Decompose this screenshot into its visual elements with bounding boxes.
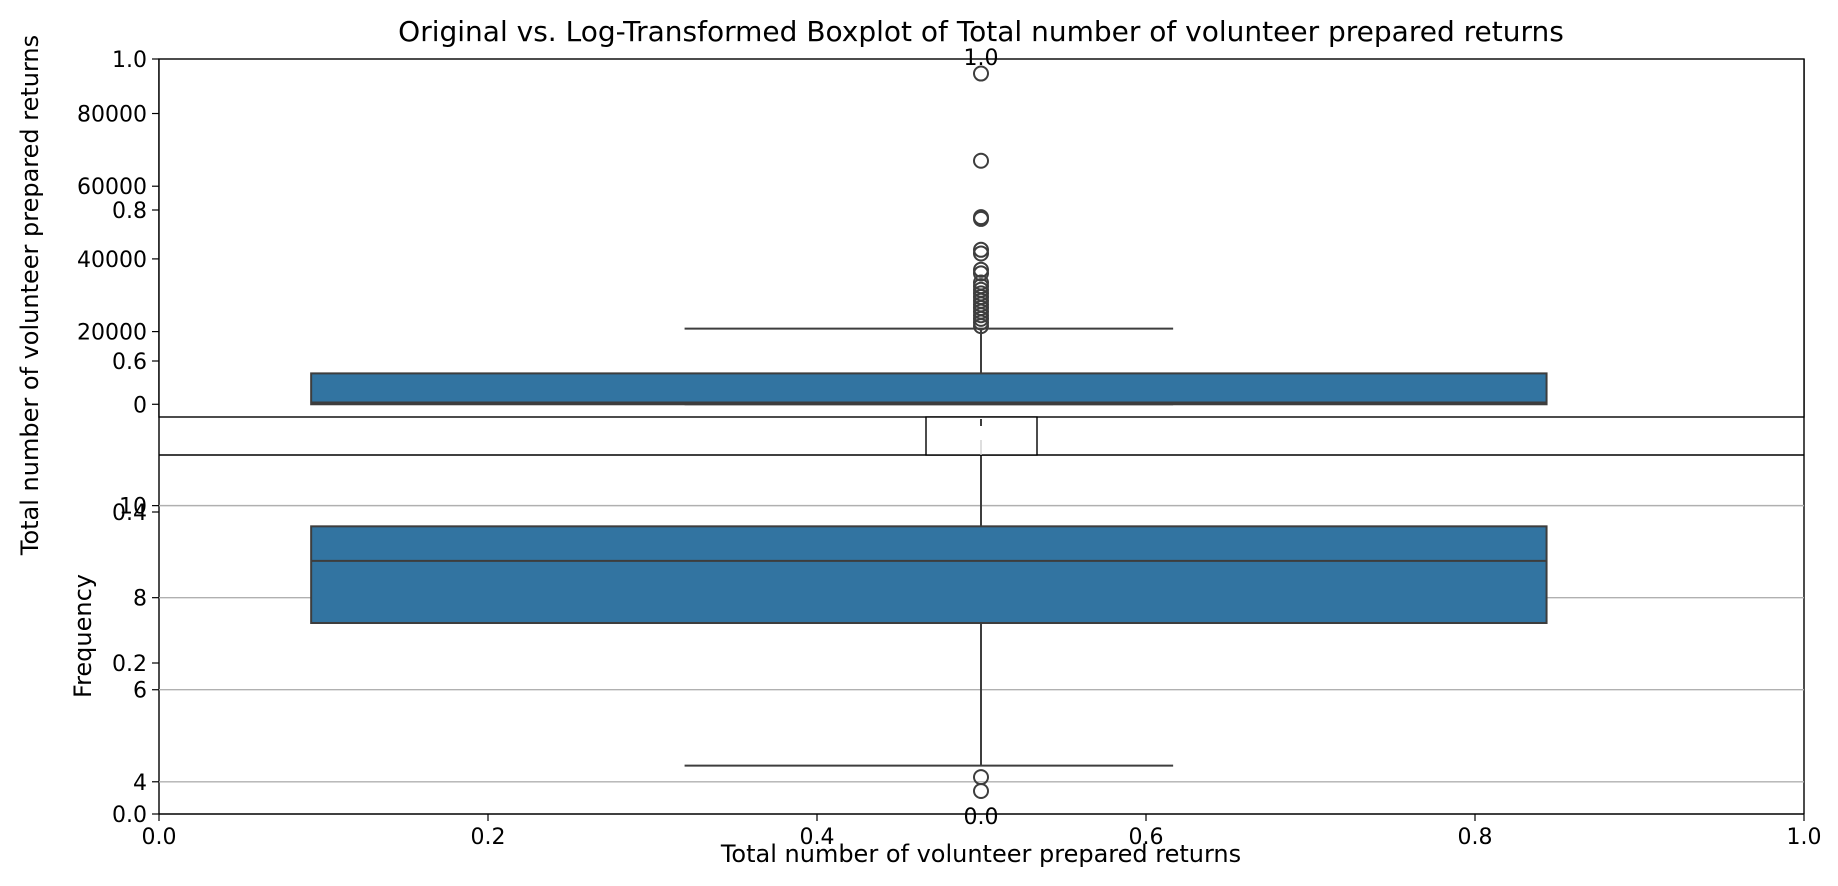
- original-boxplot-panel: 0 20000 40000 60000 80000: [77, 58, 1805, 418]
- original-outlier: [973, 241, 989, 258]
- x-axis-label: Total number of volunteer prepared retur…: [720, 840, 1241, 868]
- log-y-tick-label: 6: [133, 679, 147, 704]
- middle-axes-tick-label: 1.0: [964, 46, 999, 71]
- background-y-tick-label: 0.2: [112, 652, 147, 677]
- background-y-tick-label: 1.0: [112, 48, 147, 73]
- original-outlier: [973, 65, 989, 82]
- log-y-tick-label: 4: [133, 771, 147, 796]
- log-outlier: [973, 769, 989, 786]
- original-y-tick-label: 60000: [77, 175, 147, 200]
- background-x-tick-label: 1.0: [1787, 825, 1822, 850]
- background-y-tick-label: 0.8: [112, 199, 147, 224]
- background-x-tick-label: 0.8: [1458, 825, 1493, 850]
- original-y-tick-label: 0: [133, 393, 147, 418]
- middle-axes-tick-label: 0.0: [964, 805, 999, 830]
- log-box: [310, 525, 1548, 624]
- log-y-tick-label: 10: [119, 495, 147, 520]
- original-y-axis-label: Total number of volunteer prepared retur…: [16, 35, 44, 556]
- background-y-tick-label: 0.0: [112, 803, 147, 828]
- original-y-tick-label: 40000: [77, 248, 147, 273]
- original-box: [310, 372, 1548, 406]
- log-y-tick-label: 8: [133, 587, 147, 612]
- background-x-tick-label: 0.2: [471, 825, 506, 850]
- background-x-tick-label: 0.6: [1129, 825, 1164, 850]
- original-outlier: [973, 261, 989, 278]
- original-y-tick-label: 20000: [77, 321, 147, 346]
- background-x-tick-label: 0.0: [142, 825, 177, 850]
- chart-title: Original vs. Log-Transformed Boxplot of …: [398, 15, 1564, 48]
- background-axes: 0.0 0.2 0.4 0.6 0.8 1.0 0.0 0.2 0.4 0.6 0.8 1.0: [112, 48, 1822, 850]
- background-y-tick-label: 0.4: [112, 501, 147, 526]
- background-y-tick-label: 0.6: [112, 350, 147, 375]
- original-y-tick-label: 80000: [77, 103, 147, 128]
- original-outlier: [973, 152, 989, 169]
- log-y-axis-label: Frequency: [69, 574, 97, 698]
- log-boxplot-panel: 4 6 8 10: [119, 453, 1804, 799]
- middle-axes: 0.0 1.0: [925, 46, 1038, 830]
- original-outlier: [973, 274, 989, 291]
- original-outlier: [973, 209, 989, 226]
- background-x-tick-label: 0.4: [800, 825, 835, 850]
